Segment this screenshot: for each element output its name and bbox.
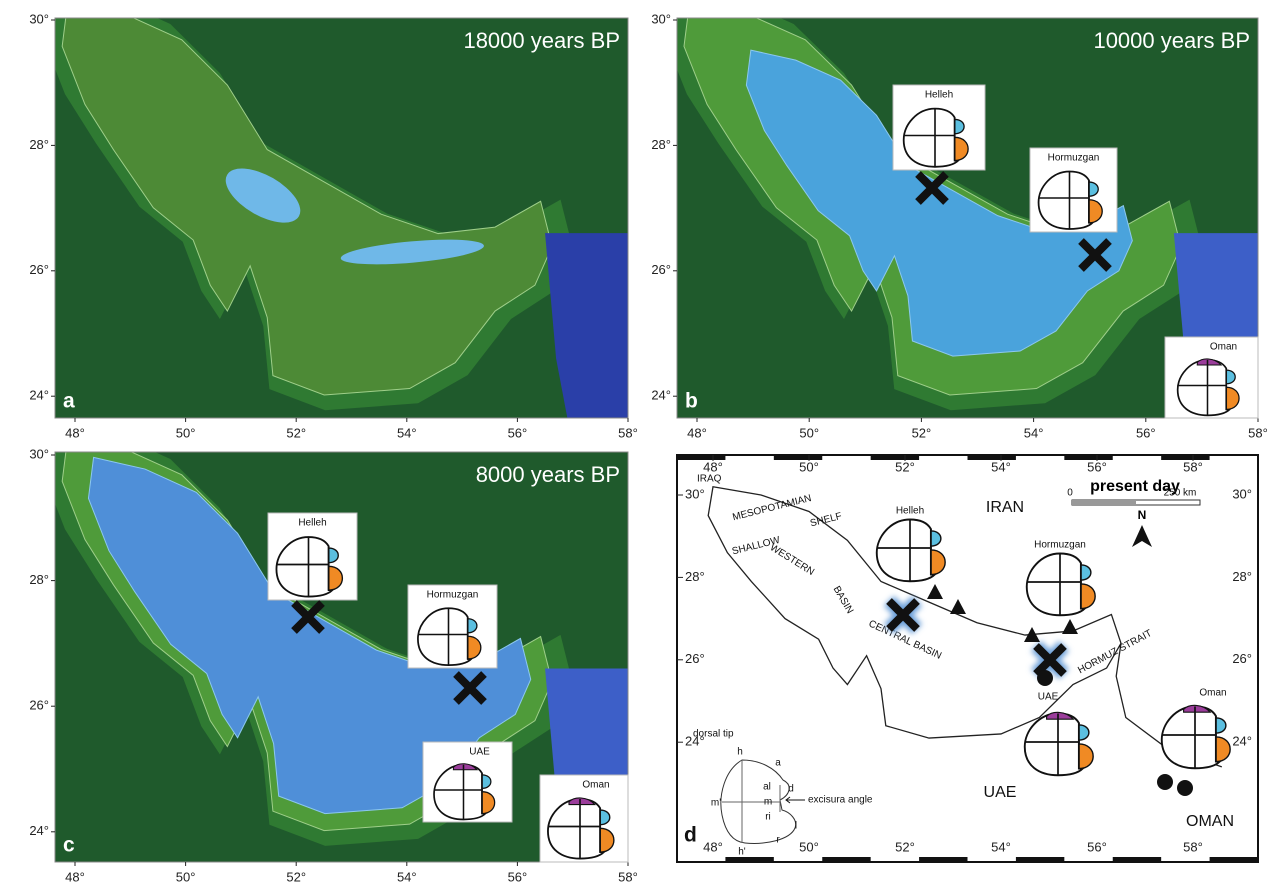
border-bar — [1210, 857, 1258, 862]
otolith-part-label: l — [795, 821, 797, 832]
country-label: IRAN — [986, 499, 1024, 516]
lon-tick-label: 48° — [703, 839, 723, 854]
period-label: 10000 years BP — [1093, 28, 1250, 53]
lon-tick-label: 52° — [286, 869, 306, 884]
lon-tick-label: 54° — [1024, 425, 1044, 440]
lon-tick-label: 52° — [895, 839, 915, 854]
lat-tick-label: 28° — [685, 569, 705, 584]
site-label: Hormuzgan — [1048, 153, 1100, 164]
period-label: 18000 years BP — [463, 28, 620, 53]
lon-tick-label: 56° — [508, 425, 528, 440]
lon-tick-label: 58° — [1183, 839, 1203, 854]
otolith-part-label: a — [775, 758, 781, 769]
panel-letter: c — [63, 834, 75, 857]
border-bar — [725, 857, 773, 862]
lon-tick-label: 50° — [176, 425, 196, 440]
otolith-part-label: m — [764, 797, 772, 808]
lat-tick-label: 26° — [29, 698, 49, 713]
lat-tick-label: 28° — [1232, 569, 1252, 584]
figure: 30° 28° 26° 24° 48° 50° 52° 54° 56° 58° 18000 year… — [0, 0, 1279, 895]
lon-tick-label: 56° — [508, 869, 528, 884]
north-label: N — [1138, 508, 1147, 522]
border-bar — [822, 857, 870, 862]
period-label: 8000 years BP — [476, 462, 620, 487]
lat-tick-label: 24° — [29, 388, 49, 403]
circle-marker — [1157, 774, 1173, 790]
lat-tick-label: 24° — [29, 823, 49, 838]
site-label: Hormuzgan — [427, 590, 479, 601]
lon-tick-label: 50° — [799, 425, 819, 440]
site-label: Oman — [582, 780, 609, 791]
lat-tick-label: 24° — [1232, 734, 1252, 749]
scale-bar-fill — [1072, 500, 1136, 505]
circle-marker — [1177, 780, 1193, 796]
country-label: OMAN — [1186, 813, 1234, 830]
lon-tick-label: 56° — [1087, 839, 1107, 854]
scale-start: 0 — [1067, 488, 1073, 499]
lat-tick-label: 28° — [651, 137, 671, 152]
lon-tick-label: 54° — [397, 425, 417, 440]
lon-tick-label: 50° — [176, 869, 196, 884]
lon-tick-label: 56° — [1136, 425, 1156, 440]
lat-tick-label: 30° — [651, 11, 671, 26]
lon-tick-label: 48° — [65, 425, 85, 440]
lon-tick-label: 52° — [895, 459, 915, 474]
place-label: IRAQ — [697, 474, 722, 485]
lat-tick-label: 26° — [1232, 651, 1252, 666]
lon-tick-label: 58° — [1248, 425, 1268, 440]
lon-tick-label: 54° — [991, 459, 1011, 474]
border-bar — [1016, 857, 1064, 862]
country-label: UAE — [984, 784, 1017, 801]
lon-tick-label: 50° — [799, 839, 819, 854]
panel-letter: a — [63, 390, 75, 413]
lon-tick-label: 48° — [703, 459, 723, 474]
lon-tick-label: 56° — [1087, 459, 1107, 474]
lon-tick-label: 54° — [397, 869, 417, 884]
lat-tick-label: 30° — [29, 11, 49, 26]
lat-tick-label: 26° — [685, 651, 705, 666]
site-label: Oman — [1210, 342, 1237, 353]
map-panel — [40, 0, 683, 459]
lat-tick-label: 30° — [685, 486, 705, 501]
lat-tick-label: 26° — [29, 262, 49, 277]
otolith-part-label: dorsal tip — [693, 729, 734, 740]
site-label: Helleh — [298, 518, 326, 529]
lat-tick-label: 28° — [29, 572, 49, 587]
scale-end: 250 km — [1164, 488, 1197, 499]
otolith-part-label: h — [737, 747, 743, 758]
otolith-part-label: excisura angle — [808, 795, 873, 806]
lon-tick-label: 58° — [618, 869, 638, 884]
panel-letter: d — [684, 824, 697, 847]
lat-tick-label: 30° — [1232, 486, 1252, 501]
circle-marker — [1037, 670, 1053, 686]
lat-tick-label: 24° — [651, 388, 671, 403]
lat-tick-label: 30° — [29, 446, 49, 461]
border-bar — [919, 857, 967, 862]
lon-tick-label: 48° — [687, 425, 707, 440]
site-label: Oman — [1199, 688, 1226, 699]
otolith-part-label: m' — [711, 798, 721, 809]
lon-tick-label: 48° — [65, 869, 85, 884]
lon-tick-label: 52° — [286, 425, 306, 440]
site-label: Helleh — [896, 506, 924, 517]
site-label: UAE — [1038, 692, 1059, 703]
site-label: Helleh — [925, 90, 953, 101]
lon-tick-label: 58° — [618, 425, 638, 440]
lon-tick-label: 58° — [1183, 459, 1203, 474]
site-label: UAE — [469, 747, 490, 758]
lon-tick-label: 50° — [799, 459, 819, 474]
otolith-part-label: d — [788, 784, 794, 795]
otolith-part-label: h' — [738, 847, 746, 858]
lon-tick-label: 54° — [991, 839, 1011, 854]
lat-tick-label: 28° — [29, 137, 49, 152]
panel-letter: b — [685, 390, 698, 413]
lat-tick-label: 26° — [651, 262, 671, 277]
site-label: Hormuzgan — [1034, 540, 1086, 551]
lon-tick-label: 52° — [912, 425, 932, 440]
otolith-part-label: ri — [765, 812, 771, 823]
border-bar — [1113, 857, 1161, 862]
otolith-part-label: al — [763, 782, 771, 793]
